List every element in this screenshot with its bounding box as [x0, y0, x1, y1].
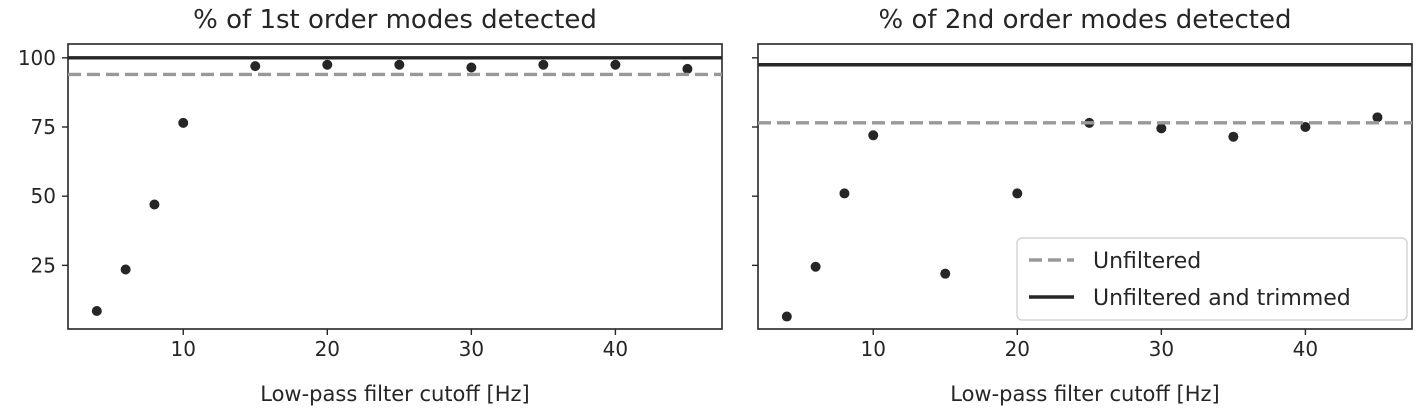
data-point [394, 59, 405, 70]
y-tick-label: 100 [18, 46, 56, 70]
x-tick-label: 10 [861, 337, 886, 361]
data-point [120, 264, 131, 275]
data-point [149, 199, 160, 210]
data-point [466, 62, 477, 73]
data-point [250, 61, 261, 72]
data-point [91, 306, 102, 317]
x-axis-label: Low-pass filter cutoff [Hz] [260, 382, 530, 406]
data-point [178, 117, 189, 128]
x-tick-label: 20 [315, 337, 340, 361]
data-point [1372, 112, 1383, 123]
x-axis-label: Low-pass filter cutoff [Hz] [950, 382, 1220, 406]
data-point [322, 59, 333, 70]
legend-label: Unfiltered and trimmed [1093, 286, 1351, 311]
panel-title: % of 2nd order modes detected [879, 5, 1292, 35]
data-point [1228, 131, 1239, 142]
legend-box [1016, 237, 1408, 321]
data-point [839, 188, 850, 199]
panel-2: % of 2nd order modes detected 10 20 30 40 Low… [752, 5, 1413, 406]
data-point [1156, 123, 1167, 134]
data-point [1012, 188, 1023, 199]
y-tick-label: 75 [31, 115, 56, 139]
data-point [610, 59, 621, 70]
legend: Unfiltered Unfiltered and trimmed [1016, 237, 1408, 321]
legend-label: Unfiltered [1093, 249, 1201, 274]
data-point [682, 63, 693, 74]
data-point [940, 268, 951, 279]
plot-frame [757, 43, 1413, 330]
panel-title: % of 1st order modes detected [193, 5, 597, 35]
data-point [538, 59, 549, 70]
panel-1: % of 1st order modes detected 10 20 30 40 25 5… [18, 5, 723, 406]
x-tick-label: 20 [1005, 337, 1030, 361]
data-point [781, 311, 792, 322]
x-tick-label: 30 [1149, 337, 1174, 361]
data-point [810, 261, 821, 272]
data-point [868, 130, 879, 141]
plot-frame [67, 43, 723, 330]
y-tick-label: 50 [31, 184, 56, 208]
x-tick-label: 30 [459, 337, 484, 361]
x-tick-label: 10 [171, 337, 196, 361]
x-tick-label: 40 [1293, 337, 1318, 361]
y-tick-label: 25 [31, 253, 56, 277]
x-tick-label: 40 [603, 337, 628, 361]
